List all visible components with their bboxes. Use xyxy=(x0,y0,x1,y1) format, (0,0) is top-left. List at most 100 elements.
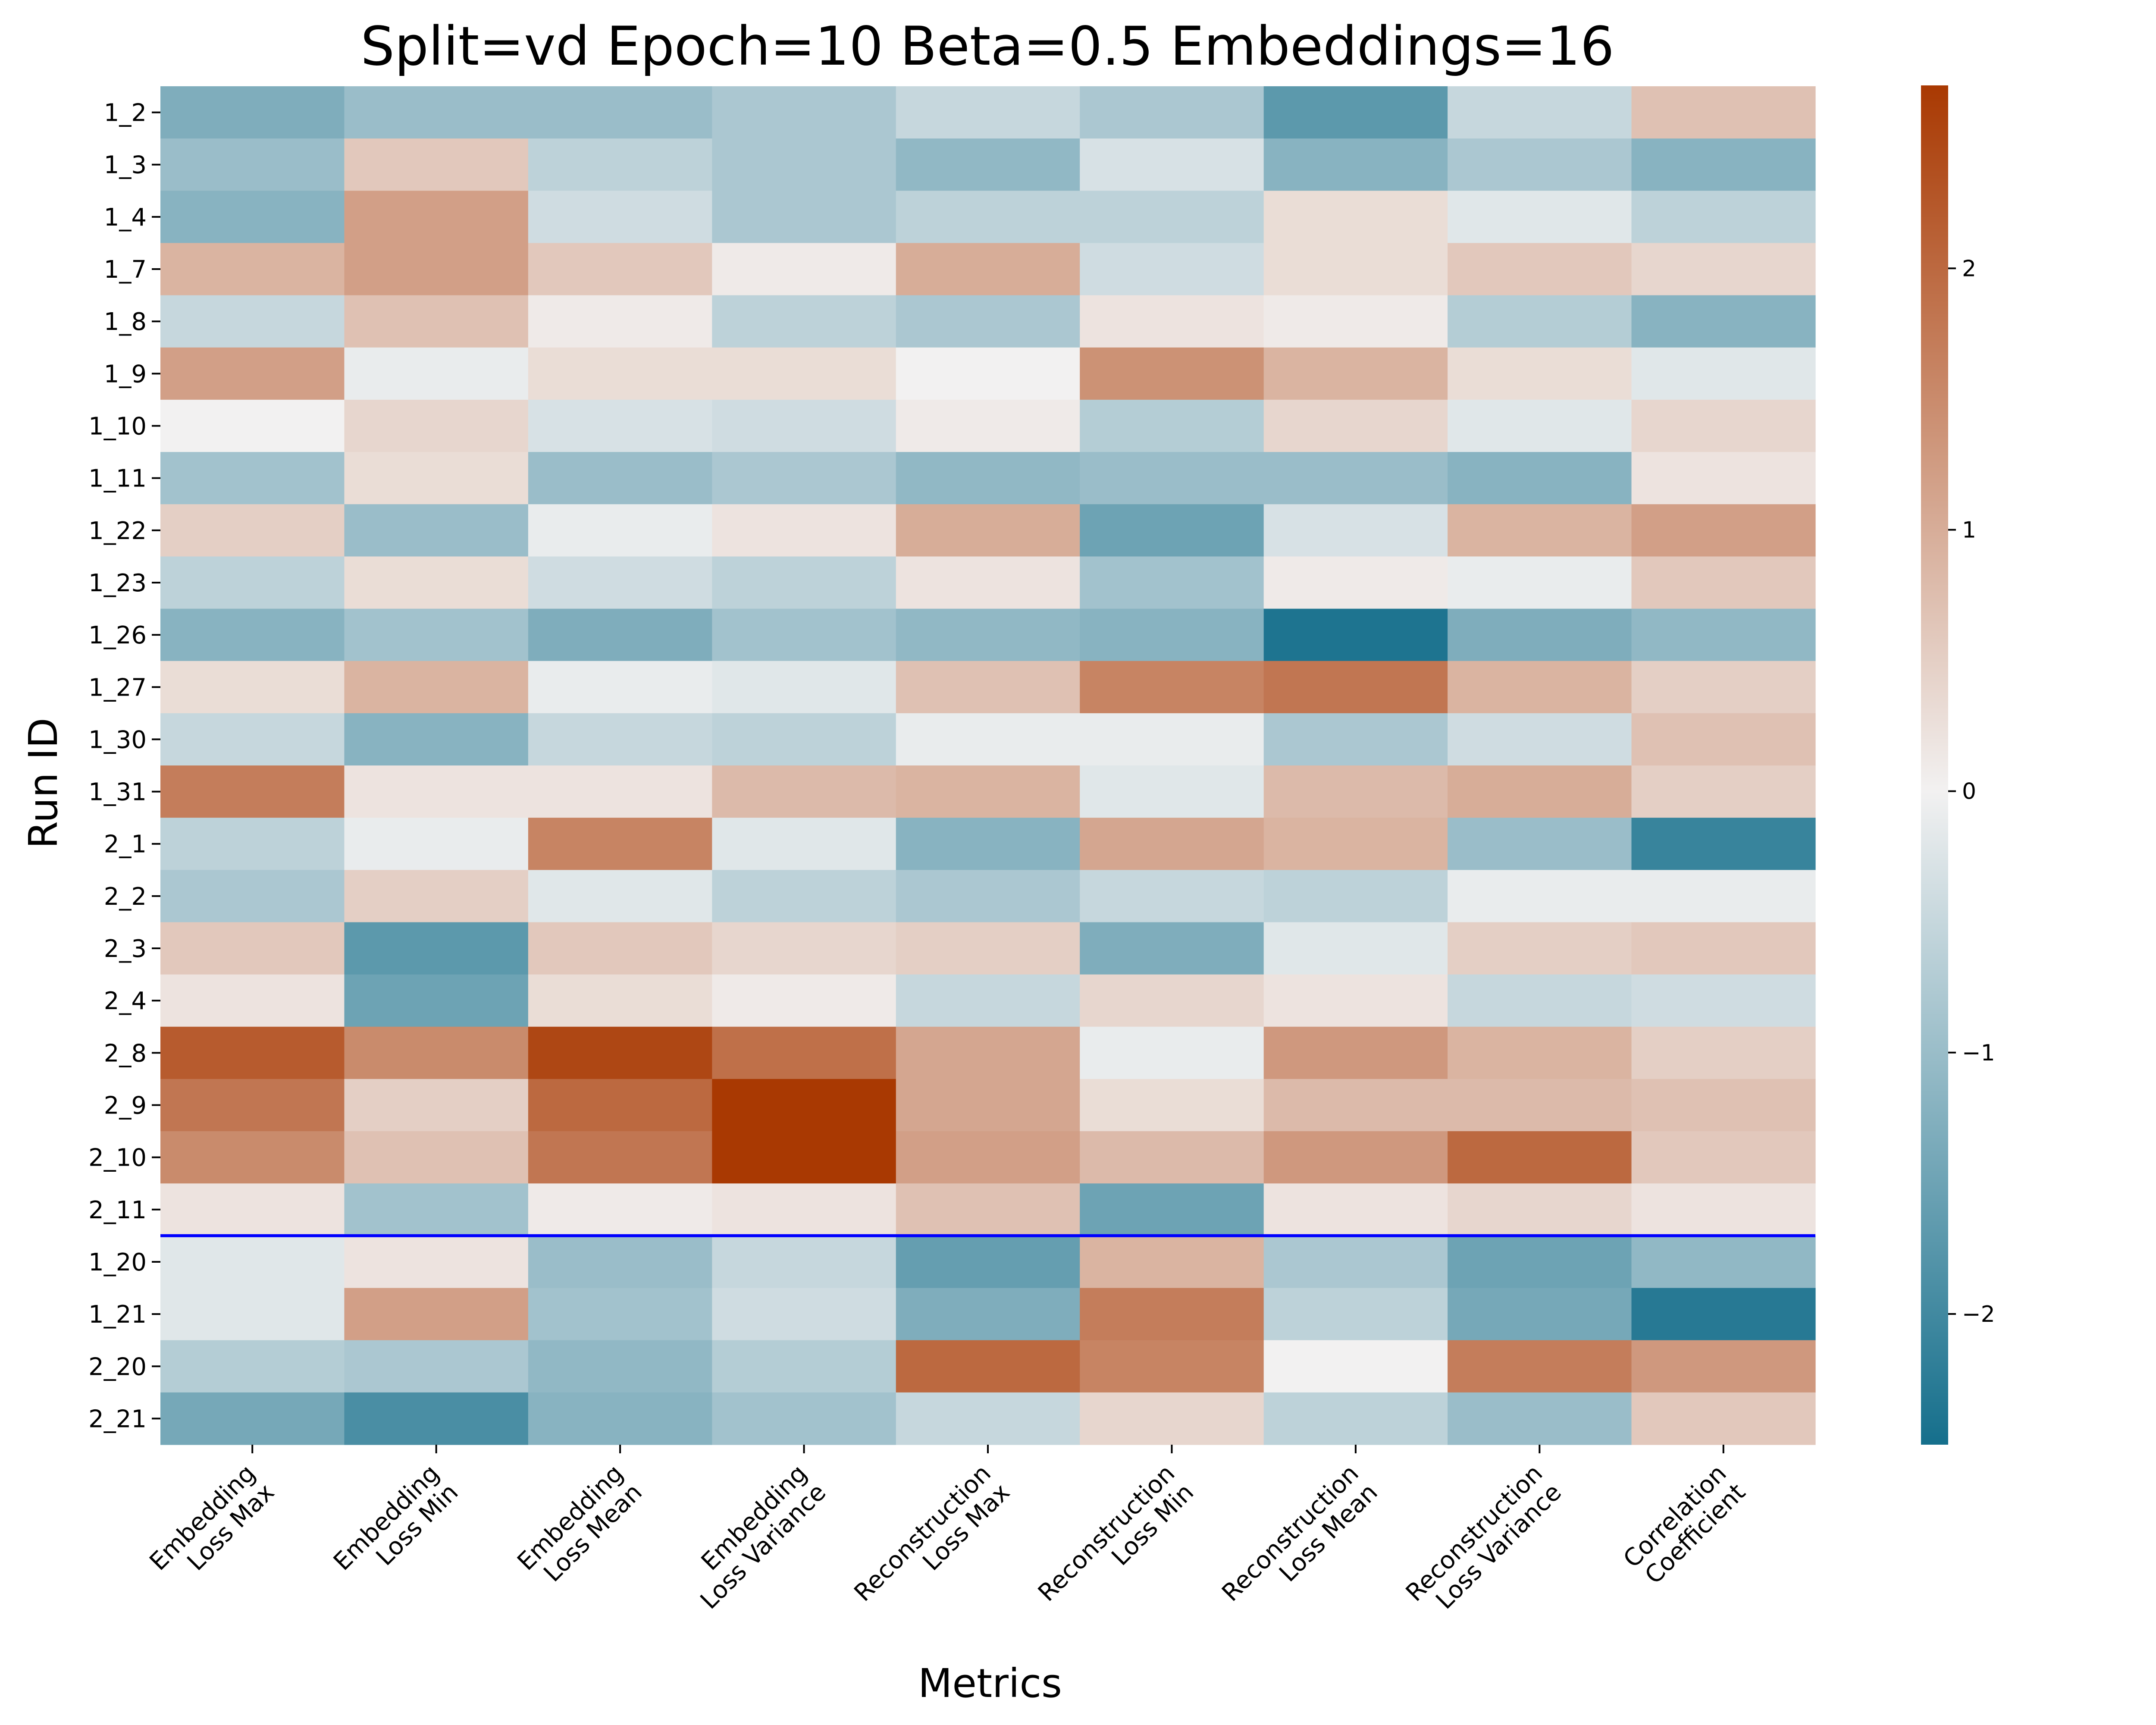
heatmap-cell xyxy=(160,191,345,244)
heatmap-cell xyxy=(528,86,712,139)
heatmap-cell xyxy=(1631,608,1816,662)
heatmap-cell xyxy=(528,504,712,557)
heatmap-cell xyxy=(1448,1288,1632,1341)
heatmap-cell xyxy=(1448,661,1632,714)
heatmap-cell xyxy=(344,556,529,609)
heatmap-cell xyxy=(160,347,345,400)
heatmap-cell xyxy=(896,86,1080,139)
y-tick-label: 1_8 xyxy=(104,308,147,336)
y-tick-label: 2_10 xyxy=(88,1144,147,1172)
x-tick-label: CorrelationCoefficient xyxy=(1618,1459,1751,1592)
heatmap-cell xyxy=(1448,1236,1632,1289)
y-tick-label: 2_8 xyxy=(104,1039,147,1067)
heatmap-cell xyxy=(344,1392,529,1445)
heatmap-cell xyxy=(528,818,712,870)
heatmap-cell xyxy=(528,1340,712,1393)
heatmap-cell xyxy=(1263,1236,1448,1289)
heatmap-cell xyxy=(1448,86,1632,139)
heatmap-cell xyxy=(1631,1183,1816,1236)
heatmap-cell xyxy=(712,1131,896,1184)
y-tick-label: 1_23 xyxy=(88,569,147,597)
heatmap-cell xyxy=(1263,1288,1448,1341)
heatmap-cell xyxy=(160,504,345,557)
heatmap-cell xyxy=(160,1079,345,1132)
heatmap-cell xyxy=(1263,1340,1448,1393)
heatmap-cell xyxy=(160,452,345,505)
heatmap-cell xyxy=(344,974,529,1027)
heatmap-cell xyxy=(528,922,712,975)
colorbar-tick-label: −2 xyxy=(1962,1302,1995,1327)
y-tick-label: 2_2 xyxy=(104,883,147,911)
heatmap-cell xyxy=(528,1079,712,1132)
colorbar-tick-label: 1 xyxy=(1962,517,1976,543)
heatmap-cell xyxy=(1448,295,1632,348)
heatmap-cell xyxy=(344,661,529,714)
heatmap-cell xyxy=(896,399,1080,452)
y-tick-label: 2_9 xyxy=(104,1092,147,1120)
heatmap-cell xyxy=(1448,818,1632,870)
y-tick-label: 1_11 xyxy=(88,465,147,493)
heatmap-cell xyxy=(160,1236,345,1289)
heatmap-cell xyxy=(1448,870,1632,923)
heatmap-cell xyxy=(896,974,1080,1027)
heatmap-cell xyxy=(1448,1026,1632,1079)
heatmap-cell xyxy=(1448,1340,1632,1393)
heatmap-cell xyxy=(1263,765,1448,818)
heatmap-cell xyxy=(344,922,529,975)
heatmap-cell xyxy=(1080,661,1264,714)
heatmap-cell xyxy=(528,399,712,452)
y-axis-label: Run ID xyxy=(20,718,66,849)
x-tick-label: ReconstructionLoss Min xyxy=(1033,1459,1199,1626)
heatmap-cell xyxy=(1631,661,1816,714)
heatmap-cell xyxy=(712,452,896,505)
colorbar-gradient xyxy=(1921,85,1948,1445)
heatmap-cell xyxy=(1631,1079,1816,1132)
heatmap-cell xyxy=(896,713,1080,766)
heatmap-cell xyxy=(1080,191,1264,244)
heatmap-cell xyxy=(344,295,529,348)
heatmap-cell xyxy=(712,922,896,975)
y-tick-label: 1_26 xyxy=(88,621,147,649)
y-tick-label: 2_21 xyxy=(88,1405,147,1433)
y-tick-label: 1_27 xyxy=(88,674,147,702)
heatmap-cell xyxy=(528,1026,712,1079)
y-tick-label: 2_4 xyxy=(104,987,147,1015)
heatmap-cell xyxy=(1448,191,1632,244)
heatmap-cell xyxy=(528,191,712,244)
heatmap-cell xyxy=(1631,504,1816,557)
heatmap-cell xyxy=(1631,86,1816,139)
heatmap-cell xyxy=(528,556,712,609)
heatmap-cell xyxy=(896,504,1080,557)
heatmap-cell xyxy=(160,1340,345,1393)
heatmap-cell xyxy=(1080,765,1264,818)
heatmap-cell xyxy=(344,1236,529,1289)
heatmap-cell xyxy=(896,765,1080,818)
heatmap-cell xyxy=(712,347,896,400)
heatmap-cell xyxy=(528,295,712,348)
heatmap-cell xyxy=(1263,86,1448,139)
heatmap-cell xyxy=(160,1392,345,1445)
y-tick-label: 1_4 xyxy=(104,204,147,232)
heatmap-cell xyxy=(344,1288,529,1341)
heatmap-cell xyxy=(712,1236,896,1289)
heatmap-cell xyxy=(528,1131,712,1184)
heatmap-cell xyxy=(896,1340,1080,1393)
heatmap-cell xyxy=(344,870,529,923)
heatmap-cell xyxy=(1448,1131,1632,1184)
heatmap-cell xyxy=(528,1236,712,1289)
heatmap-cell xyxy=(896,138,1080,191)
heatmap-cell xyxy=(160,1026,345,1079)
heatmap-cell xyxy=(1080,1183,1264,1236)
heatmap-cell xyxy=(712,1288,896,1341)
y-axis: 1_2 1_3 1_4 1_7 1_8 1_9 1_10 1_11 1_22 1_23 1_26 1_… xyxy=(88,99,160,1433)
y-tick-label: 1_20 xyxy=(88,1248,147,1276)
heatmap-cell xyxy=(896,922,1080,975)
heatmap-cell xyxy=(1080,713,1264,766)
heatmap-cell xyxy=(1080,452,1264,505)
heatmap-cell xyxy=(896,347,1080,400)
heatmap-cell xyxy=(528,765,712,818)
heatmap-cell xyxy=(1448,1392,1632,1445)
heatmap-cell xyxy=(160,295,345,348)
x-axis-label: Metrics xyxy=(918,1660,1062,1706)
heatmap-cell xyxy=(528,713,712,766)
